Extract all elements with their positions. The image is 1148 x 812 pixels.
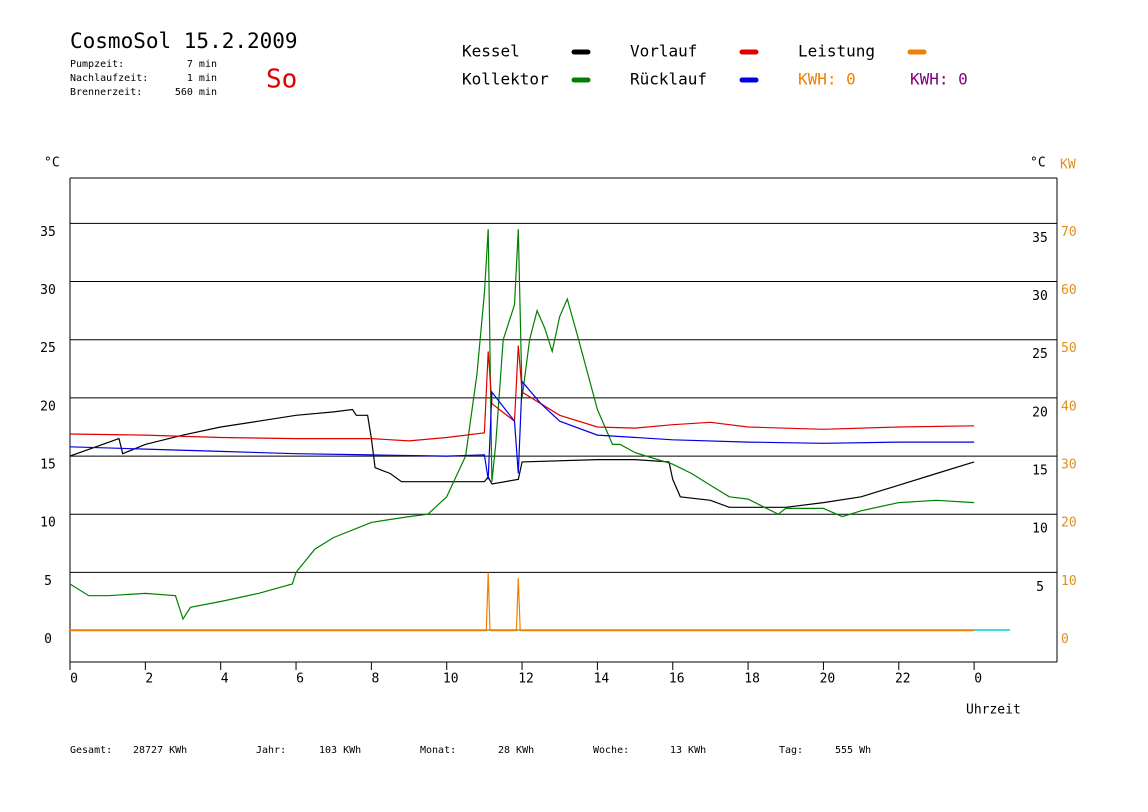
legend-label: Kollektor bbox=[462, 70, 549, 89]
x-tick-label: 0 bbox=[70, 672, 78, 687]
legend-label: Leistung bbox=[798, 42, 875, 61]
x-tick-label: 12 bbox=[518, 672, 534, 687]
kwh-label: KWH: 0 bbox=[910, 70, 968, 89]
legend-label: Kessel bbox=[462, 42, 520, 61]
y-tick-label-right: 10 bbox=[1032, 522, 1048, 537]
y2-tick-label: 10 bbox=[1061, 574, 1077, 589]
x-tick-label: 16 bbox=[669, 672, 685, 687]
kwh-label: KWH: 0 bbox=[798, 70, 856, 89]
y-unit-right: °C bbox=[1030, 156, 1046, 171]
y-tick-label: 35 bbox=[40, 225, 56, 240]
footer-label: Jahr: bbox=[256, 745, 286, 756]
series-line bbox=[69, 408, 975, 508]
legend-label: Vorlauf bbox=[630, 42, 697, 61]
y-tick-label: 25 bbox=[40, 341, 56, 356]
y2-unit: KW bbox=[1060, 158, 1076, 173]
series-line bbox=[69, 380, 975, 480]
day-label: So bbox=[266, 65, 297, 95]
y2-tick-label: 0 bbox=[1061, 632, 1069, 647]
x-tick-label: 22 bbox=[895, 672, 911, 687]
y2-tick-label: 30 bbox=[1061, 458, 1077, 473]
footer-value: 28 KWh bbox=[498, 745, 534, 756]
x-tick-label: 8 bbox=[371, 672, 379, 687]
x-tick-label: 6 bbox=[296, 672, 304, 687]
series-line bbox=[69, 345, 975, 442]
legend-label: Rücklauf bbox=[630, 70, 707, 89]
footer-label: Woche: bbox=[593, 745, 629, 756]
y-tick-label: 10 bbox=[40, 516, 56, 531]
x-tick-label: 14 bbox=[594, 672, 610, 687]
y-tick-label-right: 25 bbox=[1032, 347, 1048, 362]
y-tick-label: 30 bbox=[40, 283, 56, 298]
x-tick-label: 0 bbox=[974, 672, 982, 687]
footer-value: 13 KWh bbox=[670, 745, 706, 756]
footer-value: 28727 KWh bbox=[133, 745, 187, 756]
x-tick-label: 2 bbox=[145, 672, 153, 687]
x-tick-label: 20 bbox=[820, 672, 836, 687]
y-tick-label-right: 30 bbox=[1032, 289, 1048, 304]
y-tick-label-right: 35 bbox=[1032, 231, 1048, 246]
footer-value: 555 Wh bbox=[835, 745, 871, 756]
info-value: 560 min bbox=[175, 87, 217, 98]
series-line bbox=[70, 572, 975, 632]
footer-label: Monat: bbox=[420, 745, 456, 756]
y-tick-label-right: 20 bbox=[1032, 405, 1048, 420]
chart-title: CosmoSol 15.2.2009 bbox=[70, 29, 298, 53]
y2-tick-label: 70 bbox=[1061, 225, 1077, 240]
info-label: Pumpzeit: bbox=[70, 59, 124, 70]
y-tick-label: 20 bbox=[40, 399, 56, 414]
y-tick-label-right: 5 bbox=[1036, 580, 1044, 595]
x-axis-label: Uhrzeit bbox=[966, 703, 1021, 718]
y-tick-label: 0 bbox=[44, 632, 52, 647]
footer-label: Gesamt: bbox=[70, 745, 112, 756]
footer-value: 103 KWh bbox=[319, 745, 361, 756]
y2-tick-label: 40 bbox=[1061, 399, 1077, 414]
info-label: Nachlaufzeit: bbox=[70, 73, 148, 84]
y-tick-label: 15 bbox=[40, 458, 56, 473]
x-tick-label: 18 bbox=[744, 672, 760, 687]
series-line bbox=[69, 229, 975, 621]
info-value: 1 min bbox=[187, 73, 217, 84]
x-tick-label: 4 bbox=[221, 672, 229, 687]
info-label: Brennerzeit: bbox=[70, 87, 142, 98]
y2-tick-label: 60 bbox=[1061, 283, 1077, 298]
y-tick-label: 5 bbox=[44, 574, 52, 589]
y2-tick-label: 50 bbox=[1061, 341, 1077, 356]
x-tick-label: 10 bbox=[443, 672, 459, 687]
y2-tick-label: 20 bbox=[1061, 516, 1077, 531]
y-unit: °C bbox=[44, 156, 60, 171]
y-tick-label-right: 15 bbox=[1032, 464, 1048, 479]
info-value: 7 min bbox=[187, 59, 217, 70]
footer-label: Tag: bbox=[779, 745, 803, 756]
